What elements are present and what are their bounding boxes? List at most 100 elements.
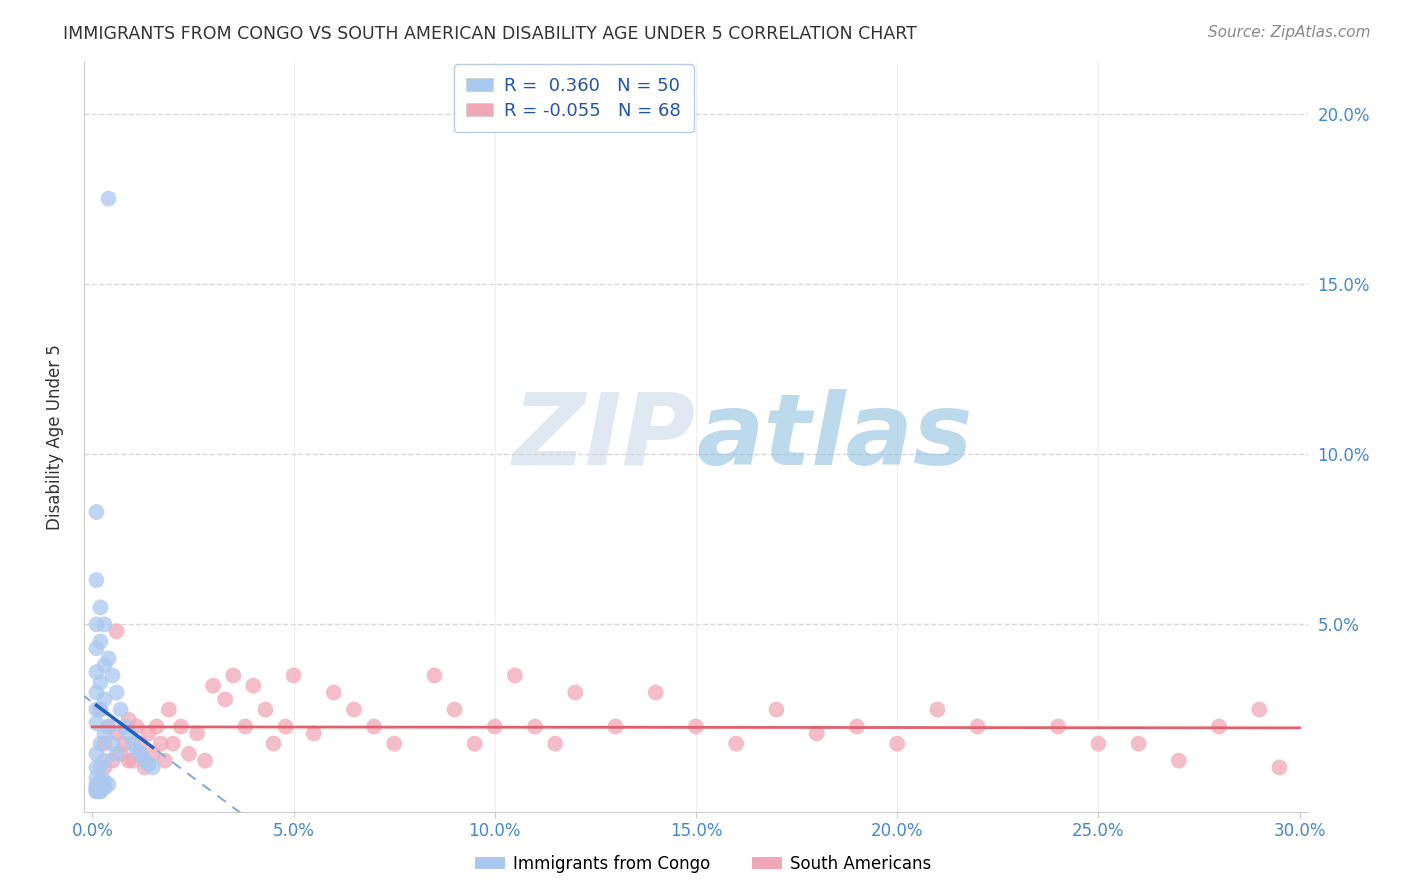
- Point: [89, 634, 111, 648]
- Point: [443, 702, 465, 716]
- Point: [86, 760, 108, 774]
- Point: [214, 692, 236, 706]
- Point: [93, 780, 115, 795]
- Point: [524, 720, 547, 734]
- Point: [93, 658, 115, 673]
- Point: [233, 720, 256, 734]
- Point: [89, 760, 111, 774]
- Point: [142, 747, 165, 761]
- Point: [97, 651, 120, 665]
- Point: [503, 668, 526, 682]
- Point: [302, 726, 325, 740]
- Point: [86, 665, 108, 679]
- Point: [966, 720, 988, 734]
- Point: [89, 675, 111, 690]
- Point: [97, 720, 120, 734]
- Text: Source: ZipAtlas.com: Source: ZipAtlas.com: [1208, 25, 1371, 40]
- Point: [138, 757, 160, 772]
- Point: [927, 702, 949, 716]
- Point: [765, 702, 787, 716]
- Point: [86, 573, 108, 587]
- Point: [117, 754, 139, 768]
- Point: [86, 771, 108, 785]
- Point: [105, 624, 128, 639]
- Point: [149, 737, 172, 751]
- Point: [114, 737, 136, 751]
- Point: [1128, 737, 1150, 751]
- Point: [1208, 720, 1230, 734]
- Point: [1047, 720, 1070, 734]
- Point: [101, 668, 124, 682]
- Point: [142, 760, 165, 774]
- Point: [564, 685, 586, 699]
- Point: [86, 505, 108, 519]
- Point: [117, 726, 139, 740]
- Point: [274, 720, 297, 734]
- Point: [89, 702, 111, 716]
- Point: [138, 726, 160, 740]
- Point: [162, 737, 184, 751]
- Point: [134, 754, 156, 768]
- Point: [263, 737, 285, 751]
- Point: [86, 716, 108, 731]
- Point: [89, 600, 111, 615]
- Point: [110, 702, 132, 716]
- Point: [685, 720, 707, 734]
- Point: [105, 747, 128, 761]
- Point: [97, 720, 120, 734]
- Point: [343, 702, 366, 716]
- Point: [89, 702, 111, 716]
- Text: atlas: atlas: [696, 389, 973, 485]
- Point: [101, 737, 124, 751]
- Point: [86, 780, 108, 795]
- Point: [97, 192, 120, 206]
- Point: [1167, 754, 1189, 768]
- Point: [254, 702, 277, 716]
- Point: [105, 685, 128, 699]
- Point: [170, 720, 193, 734]
- Point: [125, 720, 148, 734]
- Point: [86, 777, 108, 791]
- Point: [129, 747, 152, 761]
- Point: [134, 760, 156, 774]
- Point: [1249, 702, 1271, 716]
- Point: [544, 737, 567, 751]
- Point: [101, 754, 124, 768]
- Point: [146, 720, 169, 734]
- Point: [177, 747, 200, 761]
- Point: [86, 617, 108, 632]
- Point: [117, 713, 139, 727]
- Point: [121, 737, 143, 751]
- Text: IMMIGRANTS FROM CONGO VS SOUTH AMERICAN DISABILITY AGE UNDER 5 CORRELATION CHART: IMMIGRANTS FROM CONGO VS SOUTH AMERICAN …: [63, 25, 917, 43]
- Y-axis label: Disability Age Under 5: Disability Age Under 5: [45, 344, 63, 530]
- Point: [125, 743, 148, 757]
- Point: [484, 720, 506, 734]
- Point: [86, 685, 108, 699]
- Point: [89, 737, 111, 751]
- Point: [93, 754, 115, 768]
- Point: [845, 720, 868, 734]
- Point: [382, 737, 405, 751]
- Point: [363, 720, 385, 734]
- Point: [93, 617, 115, 632]
- Point: [806, 726, 828, 740]
- Point: [1087, 737, 1109, 751]
- Point: [89, 784, 111, 798]
- Point: [242, 679, 264, 693]
- Point: [129, 747, 152, 761]
- Point: [605, 720, 627, 734]
- Legend: Immigrants from Congo, South Americans: Immigrants from Congo, South Americans: [468, 848, 938, 880]
- Point: [86, 784, 108, 798]
- Point: [644, 685, 666, 699]
- Point: [114, 720, 136, 734]
- Point: [86, 747, 108, 761]
- Point: [93, 692, 115, 706]
- Point: [97, 777, 120, 791]
- Point: [464, 737, 486, 751]
- Point: [93, 760, 115, 774]
- Point: [322, 685, 344, 699]
- Point: [886, 737, 908, 751]
- Point: [202, 679, 225, 693]
- Point: [86, 641, 108, 656]
- Point: [86, 780, 108, 795]
